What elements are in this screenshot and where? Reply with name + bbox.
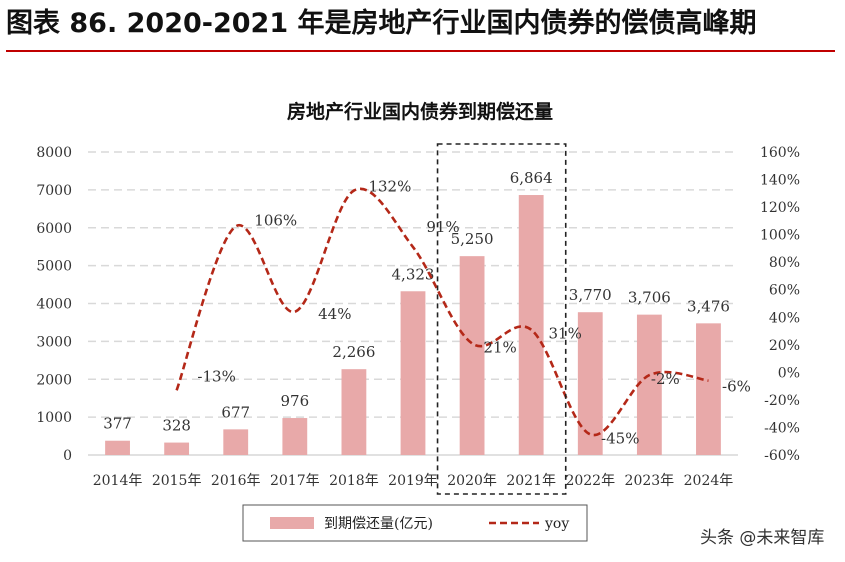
legend: 到期偿还量(亿元) yoy xyxy=(242,504,588,542)
bar-value-label: 377 xyxy=(103,415,132,433)
legend-line-label: yoy xyxy=(544,516,569,532)
bar-value-label: 677 xyxy=(221,403,250,421)
bar xyxy=(164,442,190,455)
right-tick-label: 60% xyxy=(769,283,800,299)
yoy-value-label: 44% xyxy=(318,305,351,323)
left-tick-label: 6000 xyxy=(36,221,72,237)
bar xyxy=(282,418,308,455)
yoy-value-label: 106% xyxy=(254,211,297,229)
legend-bar-label: 到期偿还量(亿元) xyxy=(324,516,433,532)
right-tick-label: 0% xyxy=(778,365,800,381)
left-tick-label: 8000 xyxy=(36,145,72,161)
yoy-value-label: -13% xyxy=(197,367,235,385)
highlight-box xyxy=(436,143,567,495)
right-tick-label: 40% xyxy=(769,310,800,326)
x-tick-label: 2024年 xyxy=(684,473,734,489)
left-tick-label: 0 xyxy=(63,448,72,464)
bar-value-label: 328 xyxy=(162,417,191,435)
x-tick-label: 2014年 xyxy=(93,473,143,489)
bar-value-label: 5,250 xyxy=(451,230,494,248)
watermark: 头条 @未来智库 xyxy=(700,528,825,548)
x-tick-label: 2019年 xyxy=(388,473,438,489)
yoy-value-label: -45% xyxy=(601,429,639,447)
bar xyxy=(636,314,662,455)
right-tick-label: 100% xyxy=(760,228,800,244)
bar-value-label: 6,864 xyxy=(510,169,553,187)
left-tick-label: 4000 xyxy=(36,297,72,313)
left-axis: 0 1000 2000 3000 4000 5000 6000 7000 8000 xyxy=(36,145,72,464)
right-tick-label: 20% xyxy=(769,338,800,354)
yoy-value-label: 132% xyxy=(368,178,411,196)
legend-bar-swatch xyxy=(270,517,314,529)
left-tick-label: 3000 xyxy=(36,334,72,350)
x-axis: 2014年 2015年 2016年 2017年 2018年 2019年 2020年 2021年… xyxy=(93,473,734,489)
right-tick-label: -60% xyxy=(764,448,800,464)
x-tick-label: 2018年 xyxy=(329,473,379,489)
bars xyxy=(105,195,721,455)
yoy-value-label: 91% xyxy=(426,218,459,236)
bar xyxy=(577,312,603,455)
x-tick-label: 2021年 xyxy=(506,473,556,489)
x-tick-label: 2015年 xyxy=(152,473,202,489)
bar xyxy=(341,369,367,455)
bar-value-label: 2,266 xyxy=(332,343,375,361)
yoy-value-label: 21% xyxy=(483,338,516,356)
right-tick-label: -40% xyxy=(764,420,800,436)
x-tick-label: 2022年 xyxy=(565,473,615,489)
figure-title: 图表 86. 2020-2021 年是房地产行业国内债券的偿债高峰期 xyxy=(6,8,757,39)
bar xyxy=(518,195,544,455)
x-tick-label: 2020年 xyxy=(447,473,497,489)
bar xyxy=(696,323,721,455)
right-tick-label: 160% xyxy=(760,145,800,161)
chart-title: 房地产行业国内债券到期偿还量 xyxy=(287,100,553,123)
title-rule xyxy=(6,50,835,52)
bar xyxy=(400,291,426,455)
bar-labels: 377 328 677 976 2,266 4,323 5,250 6,864 3,770 3,7… xyxy=(103,169,730,435)
bar-value-label: 976 xyxy=(280,392,309,410)
bar-value-label: 4,323 xyxy=(392,265,435,283)
right-tick-label: 140% xyxy=(760,173,800,189)
x-tick-label: 2023年 xyxy=(625,473,675,489)
left-tick-label: 7000 xyxy=(36,183,72,199)
right-axis: -60% -40% -20% 0% 20% 40% 60% 80% 100% 120% 140% 16… xyxy=(760,145,800,464)
yoy-value-label: -2% xyxy=(651,370,680,388)
bar-value-label: 3,770 xyxy=(569,286,612,304)
right-tick-label: 120% xyxy=(760,200,800,216)
bar xyxy=(459,256,485,455)
right-tick-label: -20% xyxy=(764,393,800,409)
bar xyxy=(105,440,130,455)
x-tick-label: 2016年 xyxy=(211,473,261,489)
bar-value-label: 3,706 xyxy=(628,289,671,307)
x-tick-label: 2017年 xyxy=(270,473,320,489)
yoy-value-label: -6% xyxy=(722,378,751,396)
right-tick-label: 80% xyxy=(769,255,800,271)
bar xyxy=(223,429,249,455)
left-tick-label: 5000 xyxy=(36,259,72,275)
yoy-line xyxy=(175,187,709,437)
bar-value-label: 3,476 xyxy=(687,297,730,315)
left-tick-label: 1000 xyxy=(36,410,72,426)
left-tick-label: 2000 xyxy=(36,372,72,388)
